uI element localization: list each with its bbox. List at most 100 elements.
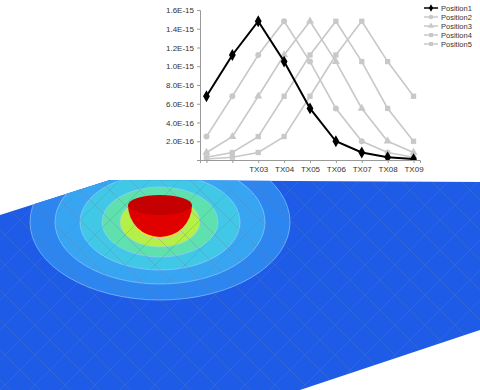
y-tick: 4.0E-16	[166, 119, 200, 128]
legend: Position1Position2Position3Position4Posi…	[424, 4, 472, 49]
marker	[359, 138, 365, 144]
marker	[411, 139, 416, 144]
mesh-line	[0, 170, 70, 390]
x-tick-mark	[310, 160, 311, 163]
series	[202, 17, 417, 155]
x-tick-mark	[258, 160, 259, 163]
marker	[410, 153, 417, 160]
x-tick: TX05	[301, 160, 321, 174]
legend-marker	[429, 15, 434, 20]
marker	[281, 56, 288, 68]
x-tick-mark	[232, 160, 233, 163]
y-tick-mark	[197, 141, 200, 142]
marker	[256, 150, 261, 155]
legend-item: Position2	[424, 13, 472, 22]
marker	[384, 137, 392, 144]
y-axis-line	[197, 11, 201, 161]
y-tick: 2.0E-16	[166, 137, 200, 146]
contours	[30, 144, 290, 300]
mesh-line	[270, 170, 480, 390]
contour	[55, 160, 265, 284]
marker	[307, 103, 314, 115]
series	[204, 19, 416, 160]
x-tick-mark	[336, 160, 337, 163]
x-tick-mark	[362, 160, 363, 163]
mesh-line	[90, 170, 310, 390]
marker	[385, 59, 390, 64]
x-tick-mark	[206, 160, 207, 163]
mesh-line	[0, 170, 10, 390]
y-tick-mark	[197, 29, 200, 30]
mesh-line	[60, 170, 280, 390]
canvas: 2.0E-16 4.0E-16 6.0E-16 8.0E-16 1.0E-15 1.2E-…	[0, 0, 480, 390]
marker	[229, 49, 236, 61]
series	[203, 18, 416, 160]
x-tick-label: TX03	[249, 165, 269, 174]
mesh-line	[330, 170, 480, 390]
mesh-line	[210, 170, 430, 390]
mesh-line	[330, 170, 480, 390]
y-tick-mark	[197, 104, 200, 105]
marker	[203, 134, 209, 140]
y-tick: 1.6E-15	[166, 6, 200, 15]
marker	[359, 19, 364, 24]
marker	[333, 19, 338, 24]
marker	[255, 15, 262, 27]
marker	[307, 59, 313, 65]
marker	[281, 134, 286, 139]
mesh-line	[450, 170, 480, 390]
y-axis: 2.0E-16 4.0E-16 6.0E-16 8.0E-16 1.0E-15 1.2E-…	[166, 6, 201, 160]
x-tick-mark	[414, 160, 415, 163]
y-tick: 8.0E-16	[166, 81, 200, 90]
marker	[385, 106, 390, 111]
x-axis-line	[201, 161, 421, 164]
y-tick-label: 6.0E-16	[166, 100, 195, 109]
legend-marker	[429, 33, 433, 37]
marker	[229, 93, 235, 99]
marker	[359, 59, 364, 64]
marker	[333, 52, 338, 57]
y-tick-label: 1.4E-15	[166, 25, 195, 34]
marker	[307, 94, 312, 99]
mesh-line	[420, 170, 480, 390]
x-tick-mark	[388, 160, 389, 163]
mesh-line	[30, 170, 250, 390]
y-tick: 6.0E-16	[166, 100, 200, 109]
mesh-line	[390, 170, 480, 390]
y-tick-label: 1.6E-15	[166, 6, 195, 15]
y-tick-label: 2.0E-16	[166, 137, 195, 146]
mesh-line	[240, 170, 460, 390]
y-tick-label: 1.2E-15	[166, 44, 195, 53]
legend-label: Position2	[441, 13, 472, 22]
y-tick-label: 8.0E-16	[166, 81, 195, 90]
y-tick-label: 1.0E-15	[166, 62, 195, 71]
mesh-line	[120, 170, 340, 390]
chart: 2.0E-16 4.0E-16 6.0E-16 8.0E-16 1.0E-15 1.2E-…	[166, 4, 472, 174]
y-tick: 1.0E-15	[166, 62, 200, 71]
y-tick-mark	[197, 123, 200, 124]
marker	[255, 52, 261, 58]
mesh-line	[180, 170, 400, 390]
mesh-line	[360, 170, 480, 390]
mesh-line	[210, 170, 430, 390]
mesh	[0, 170, 480, 390]
series-line	[206, 21, 413, 159]
mesh-line	[180, 170, 400, 390]
series	[204, 19, 416, 160]
mesh-line	[0, 170, 220, 390]
mesh-line	[390, 170, 480, 390]
x-tick-label: TX08	[379, 165, 399, 174]
marker	[384, 151, 391, 160]
y-tick-mark	[197, 10, 200, 11]
marker	[358, 147, 365, 159]
legend-label: Position1	[441, 4, 472, 13]
contour	[80, 174, 240, 270]
x-tick: TX06	[327, 160, 347, 174]
marker	[333, 105, 339, 111]
marker	[204, 155, 209, 160]
x-tick: TX09	[404, 160, 424, 174]
x-tick: TX03	[249, 160, 269, 174]
series-line	[206, 21, 413, 157]
series	[203, 15, 417, 160]
legend-item: Position1	[424, 4, 472, 13]
